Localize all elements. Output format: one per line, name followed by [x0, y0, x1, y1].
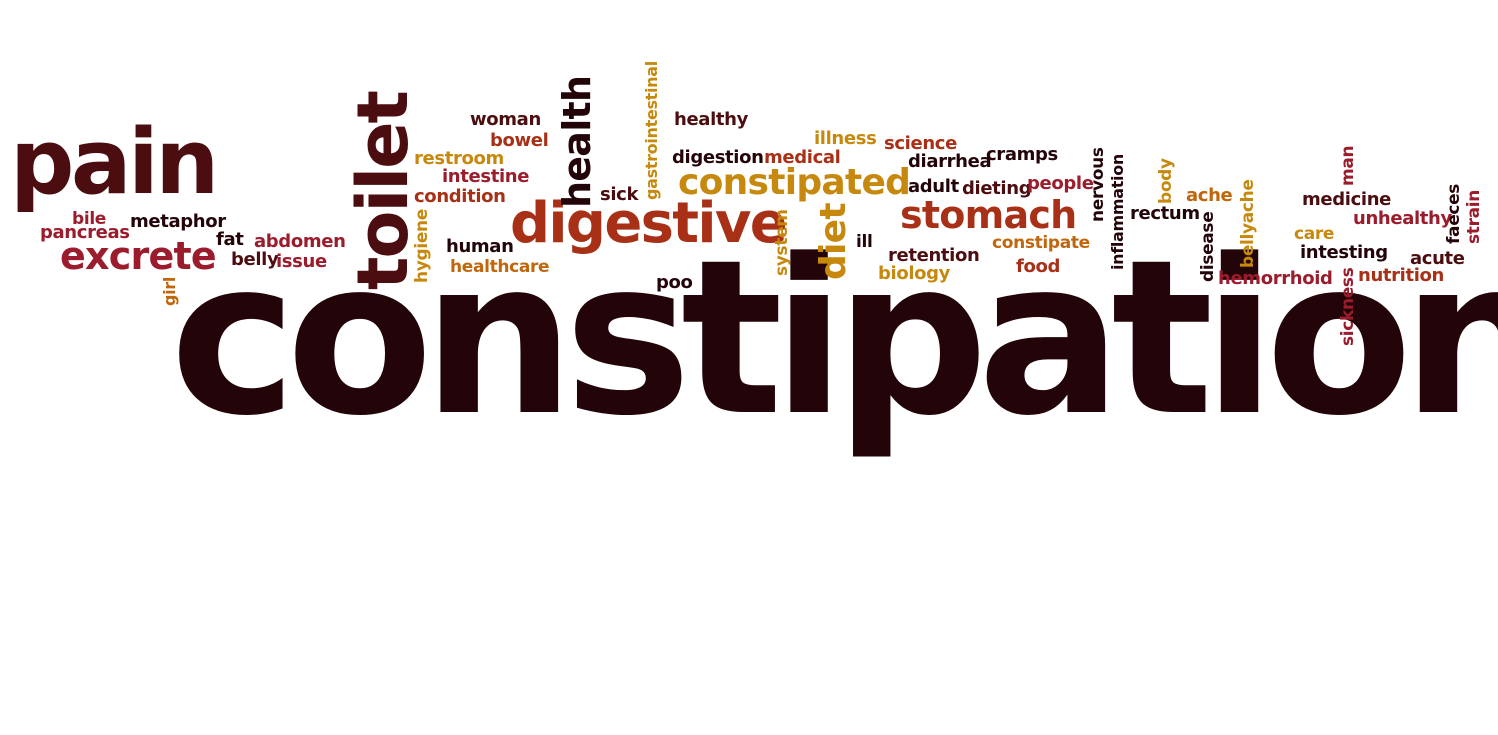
word-medical: medical — [764, 147, 841, 168]
word-inflammation: inflammation — [1108, 154, 1127, 270]
word-poo: poo — [656, 272, 693, 293]
word-disease: disease — [1198, 211, 1218, 282]
word-stomach: stomach — [900, 193, 1077, 237]
word-faeces: faeces — [1444, 183, 1464, 244]
word-hygiene: hygiene — [412, 209, 432, 283]
word-constipated: constipated — [678, 162, 911, 203]
word-metaphor: metaphor — [130, 211, 226, 232]
word-pancreas: pancreas — [40, 222, 130, 243]
word-excrete: excrete — [60, 234, 217, 278]
word-adult: adult — [908, 176, 959, 197]
word-pain: pain — [10, 110, 219, 215]
word-digestive: digestive — [510, 191, 788, 256]
word-bowel: bowel — [490, 130, 549, 151]
word-gastrointestinal: gastrointestinal — [642, 61, 661, 200]
word-restroom: restroom — [414, 148, 504, 169]
word-toilet: toilet — [342, 92, 424, 290]
word-sickness: sickness — [1338, 267, 1358, 346]
word-people: people — [1027, 173, 1094, 194]
word-science: science — [884, 133, 957, 154]
word-constipate: constipate — [992, 233, 1090, 253]
word-human: human — [446, 236, 514, 257]
word-man: man — [1338, 145, 1358, 186]
word-cramps: cramps — [986, 144, 1058, 165]
word-bellyache: bellyache — [1238, 179, 1258, 268]
word-illness: illness — [814, 128, 877, 149]
word-issue: issue — [276, 251, 327, 272]
word-bile: bile — [72, 209, 106, 229]
word-rectum: rectum — [1130, 203, 1200, 224]
word-medicine: medicine — [1302, 189, 1392, 210]
word-woman: woman — [470, 109, 541, 130]
word-healthy: healthy — [674, 109, 748, 130]
word-nutrition: nutrition — [1358, 265, 1444, 286]
word-strain: strain — [1464, 190, 1484, 244]
word-hemorrhoid: hemorrhoid — [1218, 268, 1333, 289]
word-sick: sick — [600, 184, 639, 205]
word-ill: ill — [856, 232, 873, 252]
word-ache: ache — [1186, 185, 1233, 206]
word-unhealthy: unhealthy — [1353, 208, 1452, 229]
word-health: health — [555, 75, 599, 208]
word-retention: retention — [888, 245, 980, 266]
word-body: body — [1156, 158, 1176, 204]
word-care: care — [1294, 224, 1335, 244]
word-nervous: nervous — [1088, 147, 1108, 222]
word-abdomen: abdomen — [254, 231, 346, 252]
word-fat: fat — [216, 229, 244, 250]
word-constipation: constipation — [170, 214, 1498, 463]
word-diarrhea: diarrhea — [908, 151, 992, 172]
word-system: system — [772, 209, 792, 276]
word-healthcare: healthcare — [450, 257, 550, 277]
word-biology: biology — [878, 263, 951, 284]
word-girl: girl — [160, 276, 179, 306]
word-intestine: intestine — [442, 166, 530, 187]
word-acute: acute — [1410, 248, 1465, 269]
word-food: food — [1016, 256, 1061, 277]
word-dieting: dieting — [962, 178, 1032, 199]
word-digestion: digestion — [672, 147, 764, 168]
word-intesting: intesting — [1300, 242, 1388, 263]
word-diet: diet — [813, 203, 854, 280]
word-belly: belly — [231, 249, 279, 270]
word-condition: condition — [414, 186, 506, 207]
